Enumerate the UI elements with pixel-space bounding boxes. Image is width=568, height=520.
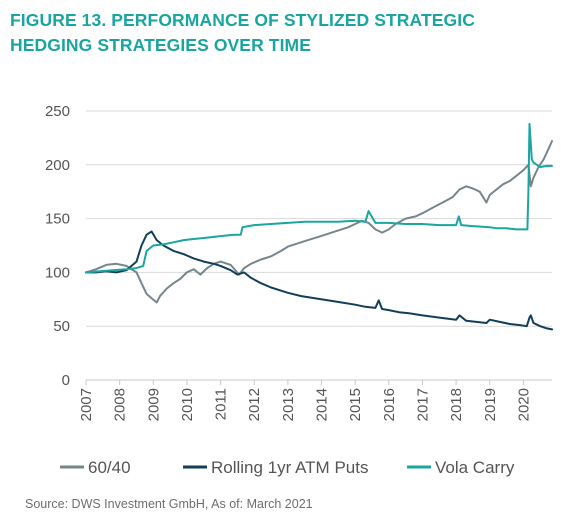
y-tick-label: 150 [45,211,70,228]
x-axis-ticks: 2007 2008 2009 2010 2011 2012 2013 2014 2015 2016… [78,380,532,421]
y-tick-label: 0 [62,372,70,389]
x-tick-label: 2019 [482,388,499,421]
y-tick-label: 50 [53,318,70,335]
x-tick-label: 2018 [448,388,465,421]
legend-label-1: Rolling 1yr ATM Puts [211,458,368,477]
y-tick-label: 200 [45,157,70,174]
x-tick-label: 2015 [347,388,364,421]
y-tick-label: 100 [45,264,70,281]
chart-title: FIGURE 13. PERFORMANCE OF STYLIZED STRAT… [10,8,550,58]
x-tick-label: 2016 [381,388,398,421]
chart-title-line-1: FIGURE 13. PERFORMANCE OF STYLIZED STRAT… [10,10,475,30]
x-tick-label: 2013 [280,388,297,421]
x-tick-label: 2007 [78,388,95,421]
x-tick-label: 2009 [145,388,162,421]
x-tick-label: 2012 [246,388,263,421]
legend-label-0: 60/40 [88,458,131,477]
x-tick-label: 2010 [179,388,196,421]
series-line-1 [85,230,553,331]
x-tick-label: 2017 [414,388,431,421]
x-tick-label: 2014 [314,388,331,421]
x-tick-label: 2020 [515,388,532,421]
source-note: Source: DWS Investment GmbH, As of: Marc… [25,497,313,511]
x-tick-label: 2008 [112,388,129,421]
x-tick-label: 2011 [213,388,230,420]
line-chart: 0 50 100 150 200 250 2007 2008 2009 2010 2011 2012… [45,103,553,477]
chart-title-line-2: HEDGING STRATEGIES OVER TIME [10,35,311,55]
series-line-2 [85,122,553,274]
y-tick-label: 250 [45,103,70,120]
legend-label-2: Vola Carry [435,458,515,477]
series-lines [85,122,553,331]
gridlines [86,110,552,327]
y-axis-ticks: 0 50 100 150 200 250 [45,103,70,389]
series-line-0 [85,140,553,304]
legend: 60/40 Rolling 1yr ATM Puts Vola Carry [60,458,515,477]
